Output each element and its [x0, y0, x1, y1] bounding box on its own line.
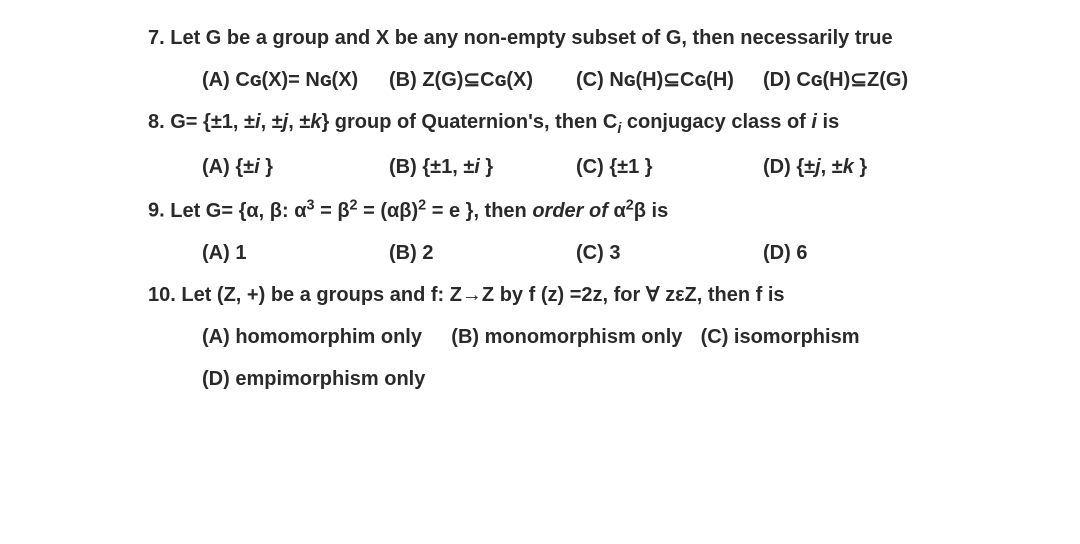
option-b: (B) {±1, ±i }: [389, 153, 576, 181]
question-7-stem: 7. Let G be a group and X be any non-emp…: [148, 24, 950, 52]
option-c: (C) 3: [576, 239, 763, 267]
question-10-stem: 10. Let (Z, +) be a groups and f: Z→Z by…: [148, 281, 950, 309]
option-a: (A) homomorphim only: [202, 323, 451, 351]
question-7-options: (A) Cɢ(X)= Nɢ(X) (B) Z(G)⊆Cɢ(X) (C) Nɢ(H…: [202, 66, 950, 94]
option-d: (D) {±j, ±k }: [763, 153, 950, 181]
question-10: 10. Let (Z, +) be a groups and f: Z→Z by…: [148, 281, 950, 393]
question-9-options: (A) 1 (B) 2 (C) 3 (D) 6: [202, 239, 950, 267]
question-number: 9.: [148, 200, 165, 222]
option-a: (A) Cɢ(X)= Nɢ(X): [202, 66, 389, 94]
question-8: 8. G= {±1, ±i, ±j, ±k} group of Quaterni…: [148, 108, 950, 181]
question-text: G= {±1, ±i, ±j, ±k} group of Quaternion'…: [170, 111, 839, 133]
question-9-stem: 9. Let G= {α, β: α3 = β2 = (αβ)2 = e }, …: [148, 195, 950, 225]
question-text: Let G be a group and X be any non-empty …: [170, 27, 892, 49]
question-7: 7. Let G be a group and X be any non-emp…: [148, 24, 950, 94]
document-page: 7. Let G be a group and X be any non-emp…: [0, 0, 1080, 544]
option-d: (D) 6: [763, 239, 950, 267]
question-text: Let G= {α, β: α3 = β2 = (αβ)2 = e }, the…: [170, 200, 668, 222]
option-a: (A) {±i }: [202, 153, 389, 181]
question-number: 8.: [148, 111, 165, 133]
option-b: (B) monomorphism only: [451, 323, 700, 351]
question-text: Let (Z, +) be a groups and f: Z→Z by f (…: [181, 284, 784, 306]
option-b: (B) Z(G)⊆Cɢ(X): [389, 66, 576, 94]
option-c: (C) {±1 }: [576, 153, 763, 181]
option-d: (D) empimorphism only: [202, 365, 425, 393]
question-10-options-row1: (A) homomorphim only (B) monomorphism on…: [202, 323, 950, 351]
option-c: (C) isomorphism: [701, 323, 950, 351]
option-c: (C) Nɢ(H)⊆Cɢ(H): [576, 66, 763, 94]
option-d: (D) Cɢ(H)⊆Z(G): [763, 66, 950, 94]
option-b: (B) 2: [389, 239, 576, 267]
question-number: 7.: [148, 27, 165, 49]
question-10-options-row2: (D) empimorphism only: [202, 365, 950, 393]
question-number: 10.: [148, 284, 176, 306]
option-a: (A) 1: [202, 239, 389, 267]
question-9: 9. Let G= {α, β: α3 = β2 = (αβ)2 = e }, …: [148, 195, 950, 267]
question-8-options: (A) {±i } (B) {±1, ±i } (C) {±1 } (D) {±…: [202, 153, 950, 181]
question-8-stem: 8. G= {±1, ±i, ±j, ±k} group of Quaterni…: [148, 108, 950, 139]
